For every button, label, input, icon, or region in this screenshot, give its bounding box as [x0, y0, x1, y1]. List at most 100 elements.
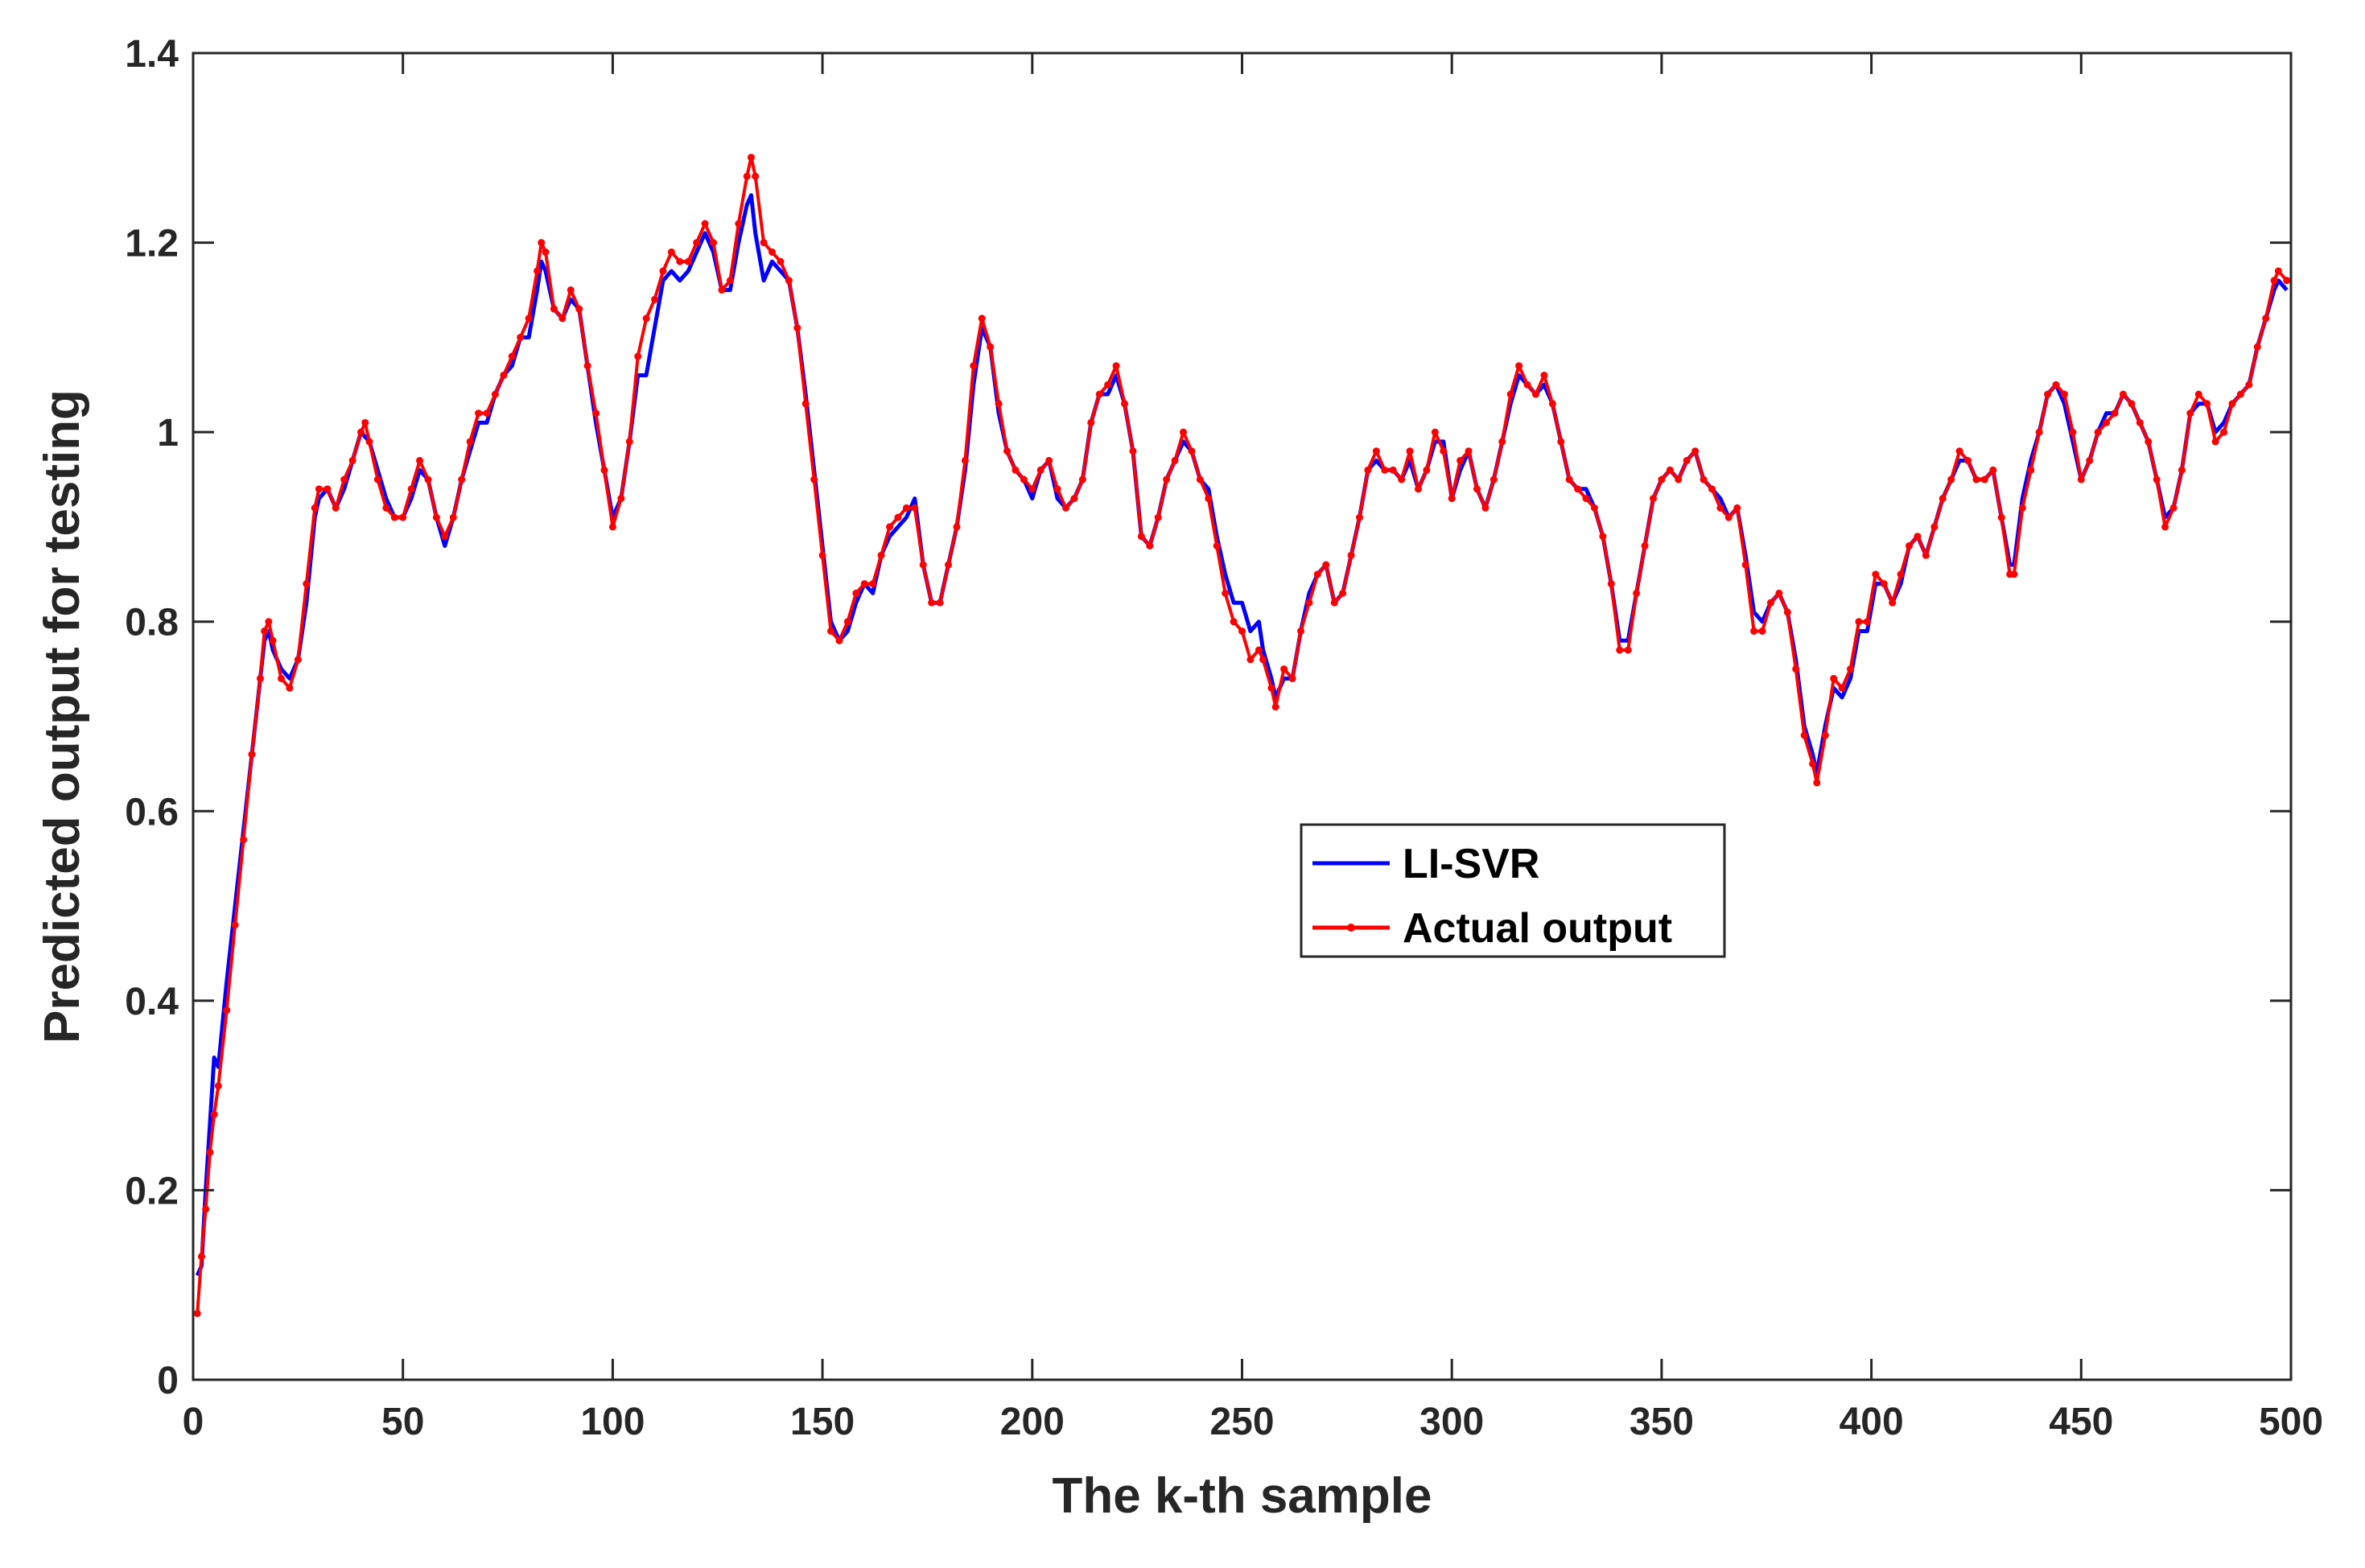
data-point: [567, 286, 575, 294]
data-point: [978, 315, 986, 323]
data-point: [2035, 428, 2043, 436]
data-point: [760, 239, 768, 247]
data-point: [542, 248, 550, 256]
data-point: [1171, 456, 1179, 464]
data-point: [1616, 646, 1624, 654]
data-point: [1792, 665, 1800, 673]
data-point: [2262, 315, 2270, 323]
data-point: [2018, 504, 2026, 512]
data-point: [1163, 475, 1171, 484]
data-point: [1557, 438, 1565, 446]
data-point: [261, 627, 269, 635]
data-point: [1540, 371, 1548, 379]
data-point: [1414, 485, 1422, 493]
data-point: [987, 343, 995, 351]
data-point: [424, 475, 432, 484]
data-point: [2169, 504, 2178, 512]
data-point: [1372, 447, 1380, 455]
data-point: [1322, 561, 1330, 569]
data-point: [248, 751, 256, 759]
data-point: [373, 475, 381, 484]
data-point: [843, 618, 851, 626]
data-point: [2186, 409, 2194, 418]
data-point: [1880, 580, 1888, 588]
data-point: [1036, 466, 1044, 474]
data-point: [1766, 599, 1774, 607]
data-point: [1783, 608, 1791, 616]
data-point: [1347, 551, 1355, 559]
data-point: [693, 239, 701, 247]
data-point: [202, 1205, 210, 1213]
data-point: [2161, 523, 2169, 531]
data-point: [491, 390, 499, 398]
data-point: [835, 636, 843, 644]
data-point: [1205, 495, 1213, 503]
data-point: [970, 362, 978, 370]
y-tick-label: 1: [157, 412, 179, 455]
data-point: [1675, 475, 1683, 484]
data-point: [2153, 475, 2161, 484]
data-point: [1809, 759, 1817, 768]
data-point: [1112, 362, 1120, 370]
data-point: [1288, 674, 1296, 682]
data-point: [1515, 362, 1523, 370]
data-point: [1548, 400, 1556, 408]
data-point: [886, 523, 894, 531]
data-point: [1423, 466, 1431, 474]
data-point: [1381, 466, 1389, 474]
data-point: [1582, 495, 1590, 503]
x-axis-label: The k-th sample: [1053, 1468, 1432, 1524]
data-point: [382, 504, 390, 512]
data-point: [1271, 703, 1279, 711]
data-point: [1364, 466, 1372, 474]
data-point: [525, 315, 533, 323]
data-point: [710, 239, 718, 247]
data-point: [894, 513, 902, 521]
data-point: [1716, 504, 1724, 512]
series-layer: [193, 154, 2291, 1318]
data-point: [1448, 495, 1456, 503]
data-point: [1565, 475, 1573, 484]
data-point: [911, 504, 919, 512]
data-point: [1906, 541, 1914, 549]
data-point: [852, 589, 860, 597]
data-point: [2128, 400, 2136, 408]
data-point: [1531, 390, 1539, 398]
y-tick-label: 0: [157, 1360, 179, 1402]
data-point: [2094, 428, 2102, 436]
data-point: [1473, 485, 1481, 493]
data-point: [365, 438, 373, 446]
data-point: [1154, 513, 1162, 521]
data-point: [458, 475, 466, 484]
legend: LI-SVR Actual output: [1300, 823, 1726, 958]
data-point: [1121, 400, 1129, 408]
data-point: [1947, 475, 1955, 484]
data-point: [1280, 665, 1288, 673]
x-tick-label: 400: [1840, 1401, 1904, 1443]
data-point: [726, 277, 734, 285]
data-point: [735, 220, 743, 228]
data-point: [1922, 551, 1930, 559]
data-point: [399, 513, 407, 521]
data-point: [1863, 618, 1871, 626]
data-point: [2274, 267, 2282, 275]
data-point: [768, 248, 777, 256]
data-point: [1847, 665, 1855, 673]
data-point: [1078, 475, 1086, 484]
data-point: [500, 371, 508, 379]
data-point: [2086, 456, 2094, 464]
data-point: [1398, 475, 1406, 484]
data-point: [1599, 533, 1607, 541]
data-point: [1574, 485, 1582, 493]
x-tick-label: 200: [1000, 1401, 1065, 1443]
data-point: [592, 409, 600, 418]
data-point: [1964, 456, 1972, 464]
data-point: [2010, 570, 2018, 578]
data-point: [256, 674, 264, 682]
data-point: [995, 400, 1003, 408]
data-point: [1087, 418, 1095, 426]
data-point: [1897, 570, 1905, 578]
data-point: [517, 333, 525, 341]
data-point: [265, 618, 273, 626]
data-point: [1724, 513, 1733, 521]
